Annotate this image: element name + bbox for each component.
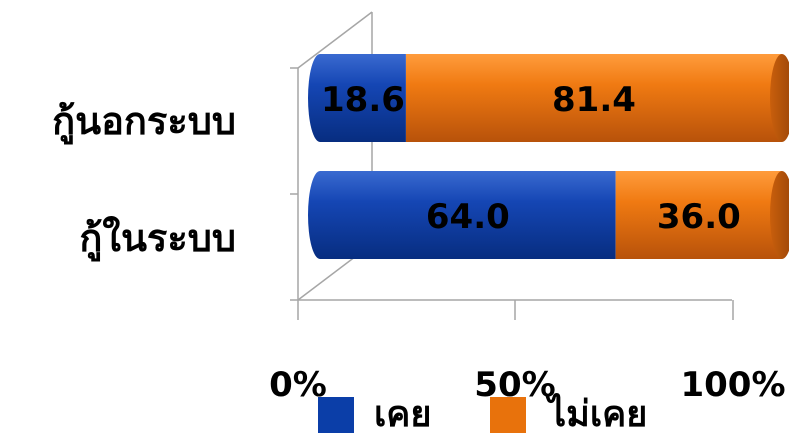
bar-segment-1-0 <box>308 171 616 259</box>
legend-label-1: ไม่เคย <box>544 392 647 433</box>
category-label-1: กู้ในระบบ <box>79 216 236 262</box>
back-wall-top-edge <box>297 11 373 69</box>
legend-swatch-0 <box>318 397 354 433</box>
data-label-0-1: 81.4 <box>552 80 636 120</box>
category-label-0: กู้นอกระบบ <box>52 99 236 145</box>
chart-bars <box>308 54 789 259</box>
bar-segment-0-0 <box>308 54 406 142</box>
data-label-0-0: 18.6 <box>321 80 405 120</box>
value-tick-label-2: 100% <box>680 365 785 405</box>
legend-swatch-1 <box>490 397 526 433</box>
bar-end-cap-1 <box>770 171 789 259</box>
bar-end-cap-0 <box>770 54 789 142</box>
chart-axes: 0% 50% 100% <box>269 11 786 405</box>
chart-legend: เคย ไม่เคย <box>318 392 647 433</box>
data-label-1-0: 64.0 <box>426 197 510 237</box>
value-tick-label-0: 0% <box>269 365 327 405</box>
legend-label-0: เคย <box>374 394 431 433</box>
bar-segment-1-1 <box>615 171 782 259</box>
data-label-1-1: 36.0 <box>657 197 741 237</box>
bar-segment-0-1 <box>405 54 782 142</box>
